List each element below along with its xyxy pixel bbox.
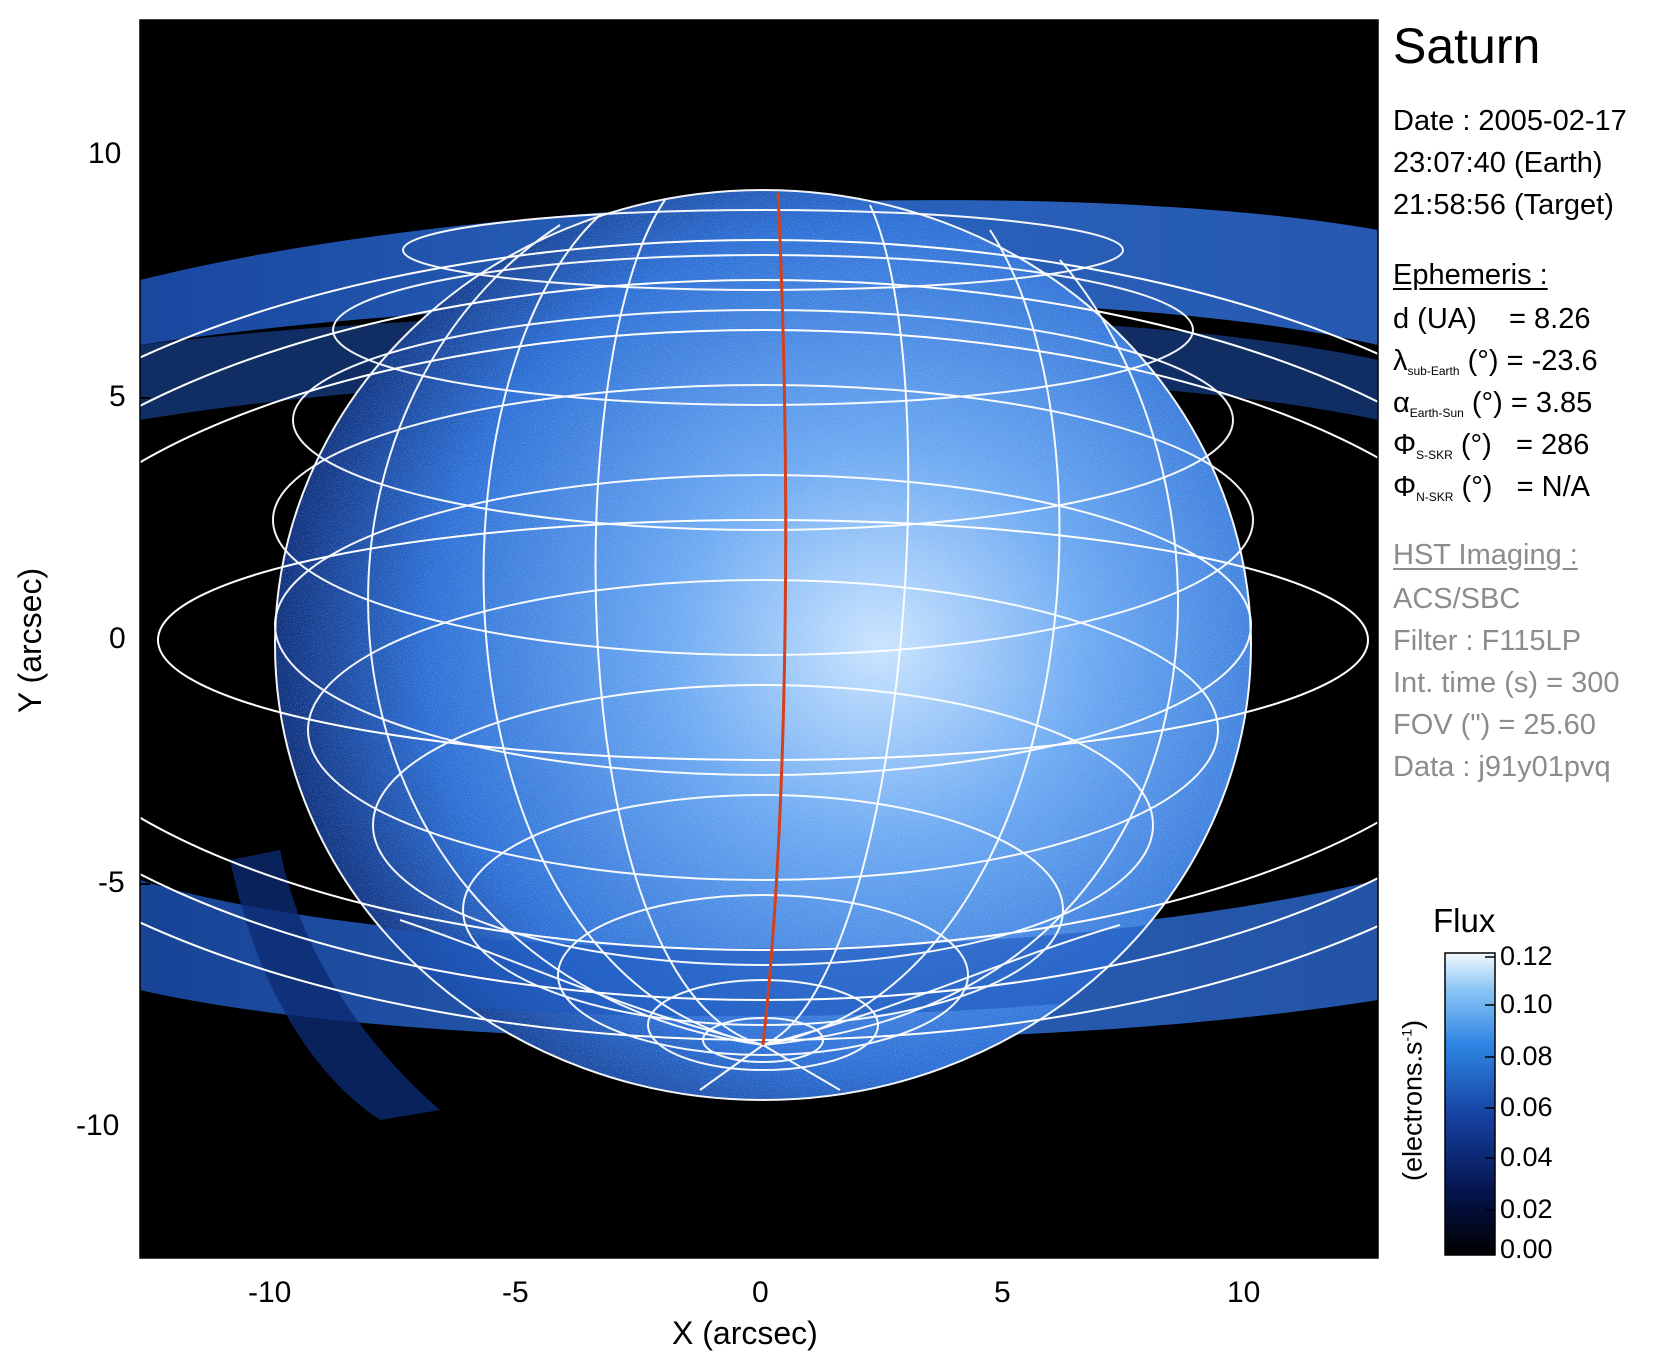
x-tick-label: 0 xyxy=(752,1276,769,1309)
target-time: 21:58:56 (Target) xyxy=(1393,189,1614,221)
ephemeris-alpha: αEarth-Sun (°) = 3.85 xyxy=(1393,386,1592,430)
ring-outline-2 xyxy=(140,279,1378,1001)
phi-s-subscript: S-SKR xyxy=(1416,448,1453,462)
latitude-line xyxy=(402,209,1124,291)
colorbar xyxy=(1444,952,1496,1256)
ephemeris-phi-s: ΦS-SKR (°) = 286 xyxy=(1393,428,1589,472)
colorbar-tick-label: 0.04 xyxy=(1500,1142,1553,1172)
ephemeris-distance: d (UA) = 8.26 xyxy=(1393,302,1590,336)
date-line: Date : 2005-02-17 xyxy=(1393,105,1627,137)
y-tick-label: -10 xyxy=(76,1109,120,1142)
distance-label: d (UA) xyxy=(1393,303,1477,335)
lambda-unit: (°) xyxy=(1467,345,1499,377)
ephemeris-lambda: λsub-Earth (°) = -23.6 xyxy=(1393,344,1598,388)
meridian-line xyxy=(594,199,764,1046)
colorbar-tick-label: 0.12 xyxy=(1500,941,1553,971)
colorbar-unit-close: ) xyxy=(1397,1020,1428,1029)
colorbar-unit-text: (electrons.s xyxy=(1397,1041,1428,1182)
ring-front-planet xyxy=(275,880,1251,1017)
colorbar-tick-label: 0.00 xyxy=(1500,1234,1553,1264)
lambda-value: = -23.6 xyxy=(1506,345,1598,377)
alpha-symbol: α xyxy=(1393,387,1410,419)
y-tick-label: -5 xyxy=(98,866,125,899)
alpha-unit: (°) xyxy=(1471,387,1503,419)
meridian-line xyxy=(367,224,764,1046)
imaging-fov: FOV (") = 25.60 xyxy=(1393,709,1596,741)
phi-n-value: = N/A xyxy=(1516,471,1590,503)
meridian-line xyxy=(482,214,764,1046)
red-meridian xyxy=(761,192,788,1046)
latitude-line xyxy=(557,894,969,1056)
alpha-value: = 3.85 xyxy=(1510,387,1593,419)
image-content xyxy=(140,189,1378,1120)
x-tick-label: 5 xyxy=(994,1276,1011,1309)
lambda-subscript: sub-Earth xyxy=(1407,364,1460,378)
meridian-line xyxy=(762,924,1121,1046)
y-axis-label: Y (arcsec) xyxy=(12,567,49,714)
planet-noise xyxy=(275,190,1251,1100)
colorbar-ticks xyxy=(1485,956,1495,1211)
ephemeris-heading: Ephemeris : xyxy=(1393,259,1548,291)
ring-outline-inner xyxy=(157,519,1369,761)
latitude-grid xyxy=(272,209,1254,1071)
latitude-line xyxy=(292,309,1234,531)
latitude-line xyxy=(462,794,1064,1026)
x-axis-label: X (arcsec) xyxy=(672,1315,818,1351)
imaging-filter: Filter : F115LP xyxy=(1393,625,1582,657)
earth-time: 23:07:40 (Earth) xyxy=(1393,147,1603,179)
latitude-line xyxy=(702,1017,824,1063)
y-tick-label: 0 xyxy=(109,622,126,655)
latitude-line xyxy=(647,979,879,1071)
planet-limb xyxy=(274,189,1252,1101)
meridian-line xyxy=(762,229,1061,1046)
phi-s-unit: (°) xyxy=(1460,429,1492,461)
y-tick-label: 5 xyxy=(109,380,126,413)
distance-value: = 8.26 xyxy=(1509,303,1591,335)
latitude-line xyxy=(372,684,1154,966)
imaging-instrument: ACS/SBC xyxy=(1393,583,1521,615)
imaging-int-time: Int. time (s) = 300 xyxy=(1393,667,1620,699)
colorbar-unit-sup: -1 xyxy=(1398,1029,1415,1042)
colorbar-tick-label: 0.02 xyxy=(1500,1194,1553,1224)
colorbar-tick-label: 0.08 xyxy=(1500,1041,1553,1071)
x-tick-label: 10 xyxy=(1227,1276,1261,1309)
x-tick-label: -5 xyxy=(502,1276,529,1309)
phi-n-symbol: Φ xyxy=(1393,471,1417,503)
phi-s-symbol: Φ xyxy=(1393,429,1417,461)
imaging-data-id: Data : j91y01pvq xyxy=(1393,751,1611,783)
phi-n-unit: (°) xyxy=(1461,471,1493,503)
imaging-heading: HST Imaging : xyxy=(1393,539,1578,571)
longitude-grid xyxy=(274,189,1252,1101)
ephemeris-phi-n: ΦN-SKR (°) = N/A xyxy=(1393,470,1590,514)
colorbar-unit-label: (electrons.s-1) xyxy=(1398,1001,1429,1201)
alpha-subscript: Earth-Sun xyxy=(1409,406,1464,420)
latitude-line xyxy=(272,384,1254,656)
colorbar-title: Flux xyxy=(1433,902,1496,939)
phi-n-subscript: N-SKR xyxy=(1416,490,1454,504)
meridian-line xyxy=(762,1044,841,1091)
figure-title: Saturn xyxy=(1393,18,1541,74)
x-tick-marks xyxy=(284,1248,1246,1258)
meridian-line xyxy=(762,204,910,1046)
lambda-symbol: λ xyxy=(1393,345,1408,377)
latitude-line xyxy=(307,579,1219,881)
colorbar-tick-label: 0.06 xyxy=(1500,1092,1553,1122)
latitude-line xyxy=(332,254,1194,406)
x-tick-label: -10 xyxy=(248,1276,292,1309)
phi-s-value: = 286 xyxy=(1515,429,1590,461)
colorbar-tick-label: 0.10 xyxy=(1500,989,1553,1019)
ring-outline-1 xyxy=(140,329,1378,951)
ring-shadow xyxy=(230,850,440,1120)
y-tick-marks xyxy=(140,154,150,1128)
meridian-line xyxy=(699,1044,764,1091)
meridian-line xyxy=(399,919,764,1046)
meridian-line xyxy=(762,259,1179,1046)
y-tick-label: 10 xyxy=(88,137,122,170)
